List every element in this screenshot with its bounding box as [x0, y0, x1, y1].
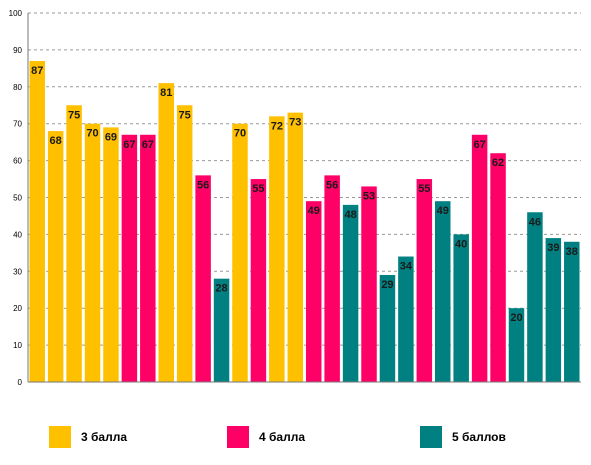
data-label: 20	[510, 312, 522, 324]
bar	[158, 83, 174, 383]
bar	[379, 274, 396, 382]
data-label: 55	[418, 183, 430, 195]
data-label: 67	[123, 139, 135, 151]
legend-item-4-balla: 4 балла	[227, 424, 305, 450]
bar	[564, 241, 580, 382]
data-label: 69	[105, 131, 117, 143]
legend-swatch	[420, 426, 442, 448]
data-label: 46	[529, 216, 541, 228]
bar	[232, 123, 248, 382]
data-label: 38	[566, 246, 578, 258]
bar	[545, 238, 562, 382]
y-tick-label: 40	[13, 230, 22, 239]
bar	[176, 105, 193, 382]
bar	[84, 123, 101, 382]
legend-item-3-balla: 3 балла	[49, 424, 127, 450]
data-label: 70	[86, 128, 98, 140]
bar	[195, 175, 211, 382]
bar	[213, 278, 230, 382]
legend-swatch	[227, 426, 249, 448]
data-label: 28	[215, 283, 227, 295]
bar	[269, 116, 285, 382]
legend-item-5-ballov: 5 баллов	[420, 424, 506, 450]
data-labels: 87 68 75 70 69 67 67 81 75 56 28 70 55 72 73 49 56 48 53 29…	[31, 65, 578, 324]
bar	[250, 179, 267, 382]
data-label: 49	[308, 205, 320, 217]
data-label: 62	[492, 157, 504, 169]
bar	[140, 134, 156, 382]
bar-chart: 0 10 20 30 40 50 60 70 80 90 100 87 68 75 70 69 67 67 81 7…	[9, 9, 581, 387]
data-label: 68	[50, 135, 62, 147]
bar	[527, 212, 543, 382]
y-tick-label: 60	[13, 157, 22, 166]
y-axis-ticks: 0 10 20 30 40 50 60 70 80 90 100	[9, 9, 23, 387]
data-label: 72	[271, 120, 283, 132]
data-label: 73	[289, 117, 301, 129]
data-label: 40	[455, 238, 467, 250]
data-label: 39	[547, 242, 559, 254]
bar	[305, 201, 322, 382]
data-label: 75	[179, 109, 191, 121]
y-tick-label: 50	[13, 194, 22, 203]
data-label: 75	[68, 109, 80, 121]
bar	[342, 204, 359, 382]
bar	[29, 60, 45, 382]
y-tick-label: 70	[13, 120, 22, 129]
data-label: 34	[400, 261, 413, 273]
data-label: 67	[473, 139, 485, 151]
data-label: 55	[252, 183, 264, 195]
data-label: 56	[326, 179, 338, 191]
y-tick-label: 0	[18, 378, 23, 387]
data-label: 70	[234, 128, 246, 140]
bar	[103, 127, 119, 382]
data-label: 29	[381, 279, 393, 291]
bar	[324, 175, 340, 382]
data-label: 49	[437, 205, 449, 217]
data-label: 67	[142, 139, 154, 151]
y-tick-label: 100	[9, 9, 23, 18]
bar	[490, 153, 506, 382]
bar	[398, 256, 414, 382]
data-label: 87	[31, 65, 43, 77]
bar	[508, 308, 525, 382]
bar	[121, 134, 138, 382]
data-label: 81	[160, 87, 172, 99]
gridlines	[28, 12, 581, 346]
bar	[66, 105, 82, 382]
legend-label: 5 баллов	[452, 430, 506, 444]
bar	[416, 179, 433, 382]
legend-label: 3 балла	[81, 430, 128, 444]
bar	[435, 201, 451, 382]
data-label: 56	[197, 179, 209, 191]
bars	[29, 60, 580, 383]
legend-swatch	[49, 426, 71, 448]
bar	[287, 112, 304, 382]
y-tick-label: 10	[13, 341, 22, 350]
y-tick-label: 80	[13, 83, 22, 92]
legend-label: 4 балла	[259, 430, 306, 444]
bar	[453, 234, 469, 382]
y-tick-label: 30	[13, 267, 22, 276]
bar	[361, 186, 377, 382]
bar	[471, 134, 488, 382]
data-label: 53	[363, 190, 375, 202]
y-tick-label: 90	[13, 46, 22, 55]
bar	[47, 131, 64, 382]
y-tick-label: 20	[13, 304, 22, 313]
data-label: 48	[344, 209, 356, 221]
